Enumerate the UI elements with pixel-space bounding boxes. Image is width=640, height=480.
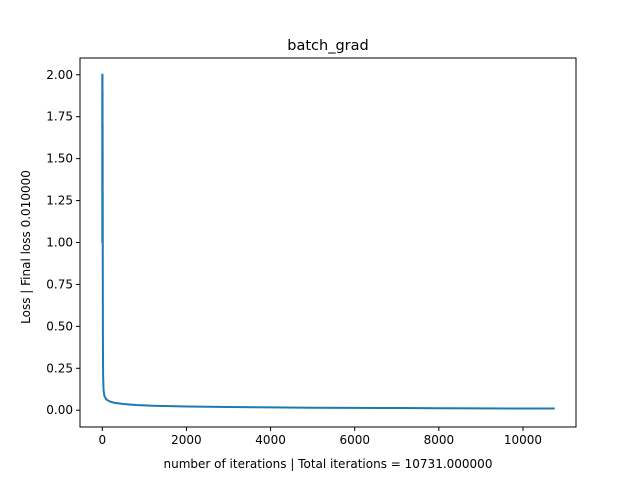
y-tick-label: 0.00 xyxy=(46,403,73,417)
x-axis-label: number of iterations | Total iterations … xyxy=(164,457,493,471)
loss-series-line-0 xyxy=(101,73,555,410)
chart-title: batch_grad xyxy=(287,38,368,54)
x-tick-label: 8000 xyxy=(424,433,455,447)
x-tick-label: 10000 xyxy=(504,433,542,447)
y-tick-label: 2.00 xyxy=(46,68,73,82)
x-axis-ticks: 0 2000 4000 6000 8000 10000 xyxy=(98,427,542,447)
x-tick-label: 0 xyxy=(98,433,106,447)
x-tick-label: 4000 xyxy=(255,433,286,447)
x-tick-label: 2000 xyxy=(171,433,202,447)
y-tick-label: 1.75 xyxy=(46,110,73,124)
y-tick-label: 1.00 xyxy=(46,236,73,250)
y-tick-label: 0.75 xyxy=(46,277,73,291)
y-tick-label: 0.25 xyxy=(46,361,73,375)
y-tick-label: 1.50 xyxy=(46,152,73,166)
x-tick-label: 6000 xyxy=(339,433,370,447)
y-axis-label: Loss | Final loss 0.010000 xyxy=(19,170,33,324)
y-tick-label: 0.50 xyxy=(46,319,73,333)
y-tick-label: 1.25 xyxy=(46,194,73,208)
y-axis-ticks: 0.00 0.25 0.50 0.75 1.00 1.25 1.50 1.75 2.00 xyxy=(46,68,80,417)
